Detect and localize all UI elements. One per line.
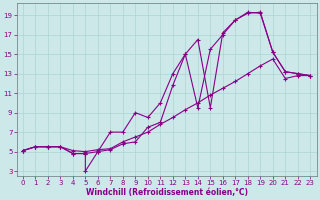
X-axis label: Windchill (Refroidissement éolien,°C): Windchill (Refroidissement éolien,°C)	[85, 188, 248, 197]
